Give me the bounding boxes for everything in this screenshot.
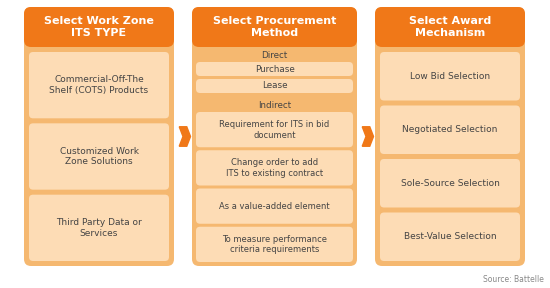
FancyBboxPatch shape (375, 7, 525, 266)
FancyBboxPatch shape (192, 7, 357, 47)
FancyBboxPatch shape (196, 227, 353, 262)
FancyBboxPatch shape (196, 62, 353, 76)
Text: To measure performance
criteria requirements: To measure performance criteria requirem… (222, 234, 327, 254)
Text: Third Party Data or
Services: Third Party Data or Services (56, 218, 142, 238)
Text: As a value-added element: As a value-added element (219, 202, 330, 211)
FancyBboxPatch shape (196, 189, 353, 224)
Text: Select Procurement
Method: Select Procurement Method (213, 16, 336, 38)
Text: Indirect: Indirect (258, 101, 291, 109)
FancyBboxPatch shape (24, 7, 174, 47)
FancyBboxPatch shape (29, 123, 169, 190)
Text: Low Bid Selection: Low Bid Selection (410, 72, 490, 81)
Text: Select Work Zone
ITS TYPE: Select Work Zone ITS TYPE (44, 16, 154, 38)
FancyBboxPatch shape (196, 150, 353, 185)
FancyBboxPatch shape (380, 52, 520, 101)
Text: Lease: Lease (262, 82, 287, 90)
FancyBboxPatch shape (196, 112, 353, 147)
Text: Requirement for ITS in bid
document: Requirement for ITS in bid document (219, 120, 329, 139)
FancyBboxPatch shape (192, 7, 357, 266)
Text: Negotiated Selection: Negotiated Selection (402, 125, 498, 134)
FancyBboxPatch shape (29, 195, 169, 261)
Text: Purchase: Purchase (255, 65, 294, 73)
Text: Change order to add
ITS to existing contract: Change order to add ITS to existing cont… (226, 158, 323, 178)
FancyBboxPatch shape (380, 159, 520, 207)
Text: Customized Work
Zone Solutions: Customized Work Zone Solutions (59, 147, 139, 166)
FancyBboxPatch shape (375, 7, 525, 47)
FancyBboxPatch shape (380, 105, 520, 154)
Text: Commercial-Off-The
Shelf (COTS) Products: Commercial-Off-The Shelf (COTS) Products (50, 75, 148, 95)
FancyBboxPatch shape (24, 7, 174, 266)
FancyBboxPatch shape (380, 213, 520, 261)
Text: Direct: Direct (261, 52, 288, 60)
Text: Sole-Source Selection: Sole-Source Selection (400, 179, 499, 188)
Text: Select Award
Mechanism: Select Award Mechanism (409, 16, 491, 38)
FancyBboxPatch shape (196, 79, 353, 93)
Polygon shape (362, 127, 373, 146)
Polygon shape (179, 127, 190, 146)
Text: Best-Value Selection: Best-Value Selection (404, 232, 496, 241)
FancyBboxPatch shape (29, 52, 169, 118)
Text: Source: Battelle: Source: Battelle (483, 275, 544, 284)
